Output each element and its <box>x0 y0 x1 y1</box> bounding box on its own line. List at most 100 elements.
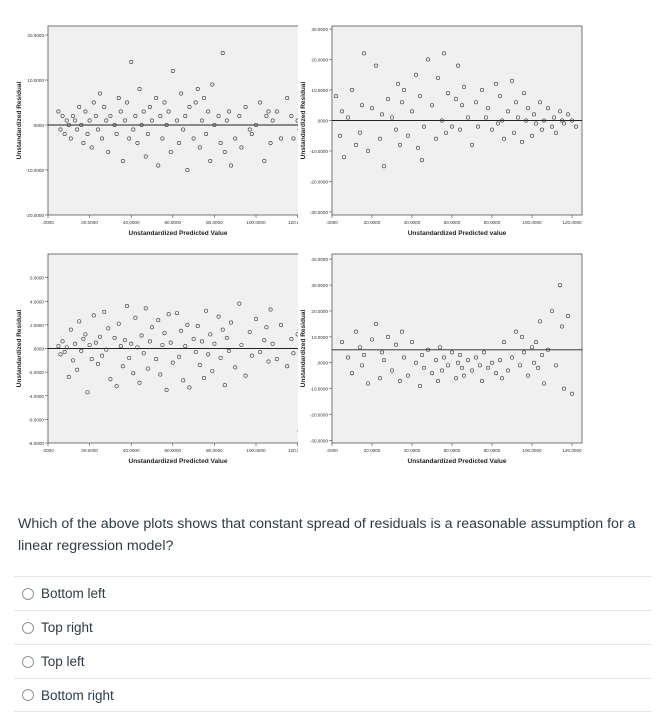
data-point <box>145 366 150 371</box>
data-point <box>247 127 252 132</box>
plot-area <box>331 253 583 444</box>
answer-option[interactable]: Top right <box>14 610 652 644</box>
data-point <box>104 118 109 123</box>
x-tick-label: 80.0000 <box>206 220 223 225</box>
data-point <box>262 338 267 343</box>
data-point <box>264 325 269 330</box>
x-tick-label: .0000 <box>42 220 54 225</box>
data-point <box>362 352 367 357</box>
data-point <box>536 365 541 370</box>
y-tick-label: 4.0000 <box>30 299 44 304</box>
data-point <box>212 341 217 346</box>
y-tick-label: 30.0000 <box>311 283 328 288</box>
data-point <box>550 308 555 313</box>
radio-button[interactable] <box>22 587 34 600</box>
data-point <box>374 63 379 68</box>
data-point <box>116 96 121 101</box>
data-point <box>91 100 96 105</box>
data-point <box>125 100 130 105</box>
data-point <box>573 124 578 129</box>
x-tick-label: .0000 <box>326 448 338 453</box>
data-point <box>416 145 421 150</box>
data-point <box>168 150 173 155</box>
data-point <box>79 348 84 353</box>
data-point <box>565 112 570 117</box>
data-point <box>73 341 78 346</box>
data-point <box>438 345 443 350</box>
y-axis-label: Unstandardized Residual <box>16 309 23 387</box>
data-point <box>98 334 103 339</box>
data-point <box>366 148 371 153</box>
data-point <box>79 123 84 128</box>
radio-button[interactable] <box>22 655 34 668</box>
data-point <box>77 319 82 324</box>
data-point <box>162 100 167 105</box>
data-point <box>177 141 182 146</box>
data-point <box>414 360 419 365</box>
data-point <box>450 350 455 355</box>
data-point <box>406 133 411 138</box>
data-point <box>220 50 225 55</box>
answer-option[interactable]: Top left <box>14 644 652 678</box>
data-point <box>532 360 537 365</box>
data-point <box>208 332 213 337</box>
data-point <box>370 106 375 111</box>
data-point <box>187 385 192 390</box>
data-point <box>510 355 515 360</box>
data-point <box>91 313 96 318</box>
data-point <box>166 109 171 114</box>
data-point <box>524 118 529 123</box>
y-tick-label: 30.0000 <box>311 27 328 32</box>
data-point <box>470 142 475 147</box>
data-point <box>158 372 163 377</box>
answer-option[interactable]: Bottom left <box>14 576 652 610</box>
answer-option[interactable]: Bottom right <box>14 678 652 712</box>
data-point <box>490 360 495 365</box>
data-point <box>135 345 140 350</box>
data-point <box>229 320 234 325</box>
data-point <box>139 333 144 338</box>
data-point <box>514 100 519 105</box>
data-point <box>202 376 207 381</box>
data-point <box>66 123 71 128</box>
data-point <box>450 124 455 129</box>
data-point <box>466 115 471 120</box>
data-point <box>85 132 90 137</box>
radio-button[interactable] <box>22 621 34 634</box>
data-point <box>87 342 92 347</box>
data-point <box>414 72 419 77</box>
data-point <box>127 136 132 141</box>
x-tick-label: 20.0000 <box>81 448 98 453</box>
data-point <box>480 88 485 93</box>
y-tick-label: 20.0000 <box>27 33 44 38</box>
data-point <box>210 82 215 87</box>
radio-button[interactable] <box>22 689 34 701</box>
data-point <box>394 342 399 347</box>
data-point <box>458 127 463 132</box>
data-point <box>239 145 244 150</box>
question-line1: Which of the above plots shows that cons… <box>18 516 636 532</box>
data-point <box>440 118 445 123</box>
data-point <box>112 123 117 128</box>
x-tick-label: 60.0000 <box>444 448 461 453</box>
data-point <box>333 94 338 99</box>
chart-bottom-left: 6.0000 4.0000 2.0000 .0000 -2.0000 -4.0000 -6.… <box>14 246 314 468</box>
data-point <box>434 358 439 363</box>
data-point <box>133 315 138 320</box>
y-tick-label: 10.0000 <box>27 78 44 83</box>
data-point <box>542 381 547 386</box>
data-point <box>374 321 379 326</box>
data-point <box>137 87 142 92</box>
data-point <box>254 123 259 128</box>
data-point <box>362 51 367 56</box>
data-point <box>150 118 155 123</box>
chart-top-left: 20.0000 10.0000 .0000 -10.0000 -20.0000 .0000… <box>14 18 314 240</box>
data-point <box>266 109 271 114</box>
data-point <box>129 59 134 64</box>
data-point <box>108 377 113 382</box>
answer-list: Bottom left Top right Top left Bottom ri… <box>14 576 652 712</box>
data-point <box>285 96 290 101</box>
data-point <box>131 371 136 376</box>
data-point <box>247 329 252 334</box>
data-point <box>474 100 479 105</box>
